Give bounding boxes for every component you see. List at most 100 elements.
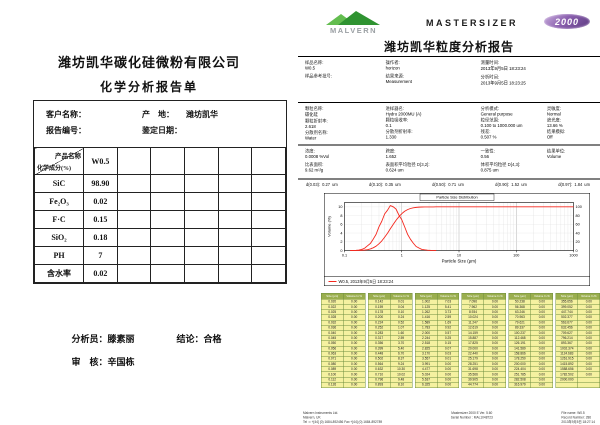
empty-cell: [183, 246, 219, 265]
volume-cell: 0.00: [436, 382, 460, 388]
details-column: 操作者: horizon 结果来源: Measurement: [386, 60, 481, 99]
empty-cell: [183, 174, 219, 193]
detail-label: 结果单位:: [546, 148, 566, 154]
size-table-column: Size (µm) Volume In % 50.238 0.00 56.368 0.00…: [508, 293, 554, 388]
empty-cell: [251, 246, 286, 265]
detail-pair: 进样器名: Hydro 2000MU (A): [386, 106, 481, 117]
svg-text:0: 0: [340, 249, 342, 253]
detail-value: 1.652: [385, 154, 397, 159]
footer-line: Mastersizer 2000 E Ver. 5.60: [451, 411, 493, 415]
svg-text:40: 40: [576, 231, 580, 235]
empty-cell: [116, 228, 152, 247]
details-section: 样品名称: W0.5 样品参考批号: 操作者: horizon 结果来源: Measure…: [298, 56, 600, 102]
svg-text:20: 20: [576, 240, 580, 244]
size-table-row: 6.325 0.00: [414, 382, 460, 388]
size-table-column: Size (µm) Volume In % 7.096 0.00 7.962 0.00 8.…: [461, 293, 507, 388]
size-table-row: 0.178 0.10: [367, 309, 413, 316]
svg-text:100: 100: [576, 205, 582, 209]
empty-cell: [116, 147, 152, 175]
detail-value: horizon: [385, 65, 400, 71]
percentile-label: d(0.50):: [432, 182, 447, 188]
svg-text:80: 80: [576, 214, 580, 218]
detail-pair: 粒径范围: 0.100 to 1000.000 um: [481, 117, 547, 129]
detail-pair: 分散剂名称: Water: [305, 130, 386, 141]
size-table-row: 1261.915 0.00: [555, 356, 600, 362]
detail-pair: 跨度: 1.652: [385, 148, 481, 160]
svg-text:0: 0: [576, 249, 578, 253]
size-table-row: 1.416 2.59: [414, 314, 460, 321]
detail-label: 残差:: [480, 129, 491, 134]
svg-text:1000: 1000: [569, 254, 577, 258]
svg-text:2: 2: [340, 240, 342, 244]
svg-text:100: 100: [513, 254, 519, 258]
component-name: SiC: [34, 174, 84, 193]
table-row: Fe₂O₃ 0.02: [34, 192, 286, 211]
detail-pair: 一致性: 0.56: [480, 148, 547, 160]
legend-text: W0.5, 2013年9月5日 18:23:24: [338, 279, 394, 284]
footer-line: Malvern Instruments Ltd.: [303, 411, 339, 415]
footer-line: File name: W0.5: [561, 411, 585, 415]
size-table-row: 7.962 0.00: [461, 304, 507, 310]
empty-cell: [251, 228, 286, 247]
detail-label: 浓度:: [305, 148, 315, 154]
component-name: SiO₂: [34, 228, 84, 247]
details-column: 进样器名: Hydro 2000MU (A) 颗粒吸收率: 0.1 分散剂折射率: 1.3…: [386, 106, 481, 142]
size-table-row: 3.170 0.03: [414, 350, 460, 357]
detail-value: 2013年9月5日 18:23:25: [480, 80, 526, 86]
detail-value: 0.507 %: [480, 134, 497, 140]
report-no-label: 报告编号：: [46, 126, 86, 135]
table-row: F·C 0.15: [34, 210, 286, 229]
size-table-column: Size (µm) Volume In % 1.002 7.03 1.125 5.41 1.…: [414, 293, 460, 388]
svg-text:0.1: 0.1: [342, 254, 347, 258]
detail-label: 样品参考批号:: [305, 73, 332, 79]
component-value: 0.15: [83, 210, 118, 229]
percentile-value: 1.52: [511, 182, 520, 188]
empty-cell: [183, 228, 219, 247]
analysis-report-title: 潍坊凯华粒度分析报告: [383, 40, 514, 54]
detail-value: 2.618: [305, 124, 316, 129]
detail-label: 比表面积:: [305, 162, 324, 167]
detail-value: Hydro 2000MU (A): [385, 111, 422, 117]
detail-label: 测量时间:: [480, 60, 500, 65]
detail-value: 9.62 m²/g: [305, 167, 324, 173]
detail-label: 一致性:: [480, 148, 495, 154]
component-value: 7: [83, 246, 118, 265]
detail-pair: 颗粒吸收率: 0.1: [386, 117, 481, 129]
detail-value: W0.5: [305, 65, 316, 71]
details-column: 样品名称: W0.5 样品参考批号:: [305, 60, 386, 99]
percentile-unit: um: [521, 182, 527, 188]
component-value: 98.90: [83, 174, 118, 193]
detail-pair: 结果单位: Volume: [546, 148, 593, 160]
particle-size-chart: 0 2 4 6 8 10 0 20 40 60 80 100 0.1 1 10 100 1000 Volume (…: [324, 193, 590, 286]
component-value: 0.02: [83, 192, 118, 211]
brand-row: MALVERN MASTERSIZER 2000: [298, 8, 600, 38]
component-name: 含水率: [34, 264, 84, 283]
size-cell: 0.893: [367, 382, 391, 388]
detail-value: 碳化硅: [305, 112, 318, 117]
chart-legend: W0.5, 2013年9月5日 18:23:24: [324, 276, 590, 286]
detail-pair: 遮光度: 13.66 %: [547, 117, 593, 129]
footer-line: Serial Number : MAL1048723: [450, 415, 493, 420]
empty-cell: [150, 264, 185, 283]
empty-cell: [116, 264, 152, 283]
size-table-row: 44.774 0.00: [461, 382, 507, 388]
detail-pair: 样品参考批号:: [305, 73, 386, 79]
percentile-value: 1.84: [574, 182, 583, 188]
empty-cell: [116, 246, 152, 265]
percentile-value: 0.71: [448, 182, 457, 188]
empty-cell: [150, 246, 185, 265]
svg-text:6: 6: [340, 223, 342, 227]
product-name-cell: W0.5: [83, 147, 118, 175]
empty-cell: [217, 228, 253, 247]
customer-label: 客户名称：: [46, 110, 86, 119]
detail-pair: 样品名称: W0.5: [305, 60, 386, 71]
size-table-row: 0.356 3.70: [367, 340, 413, 347]
details-column: 跨度: 1.652 表面积平均粒径 D[3,2]: 0.624 um: [386, 148, 481, 175]
origin-value: 潍坊凯华: [186, 110, 218, 119]
percentile-label: d(0.97):: [558, 182, 573, 188]
detail-label: 分析模式:: [480, 106, 500, 111]
svg-text:Particle Size Distribution: Particle Size Distribution: [436, 196, 477, 200]
detail-label: 分散剂折射率:: [385, 129, 413, 134]
details-column: 灵敏度: Normal 遮光度: 13.66 % 结果模拟: Off: [547, 106, 593, 142]
